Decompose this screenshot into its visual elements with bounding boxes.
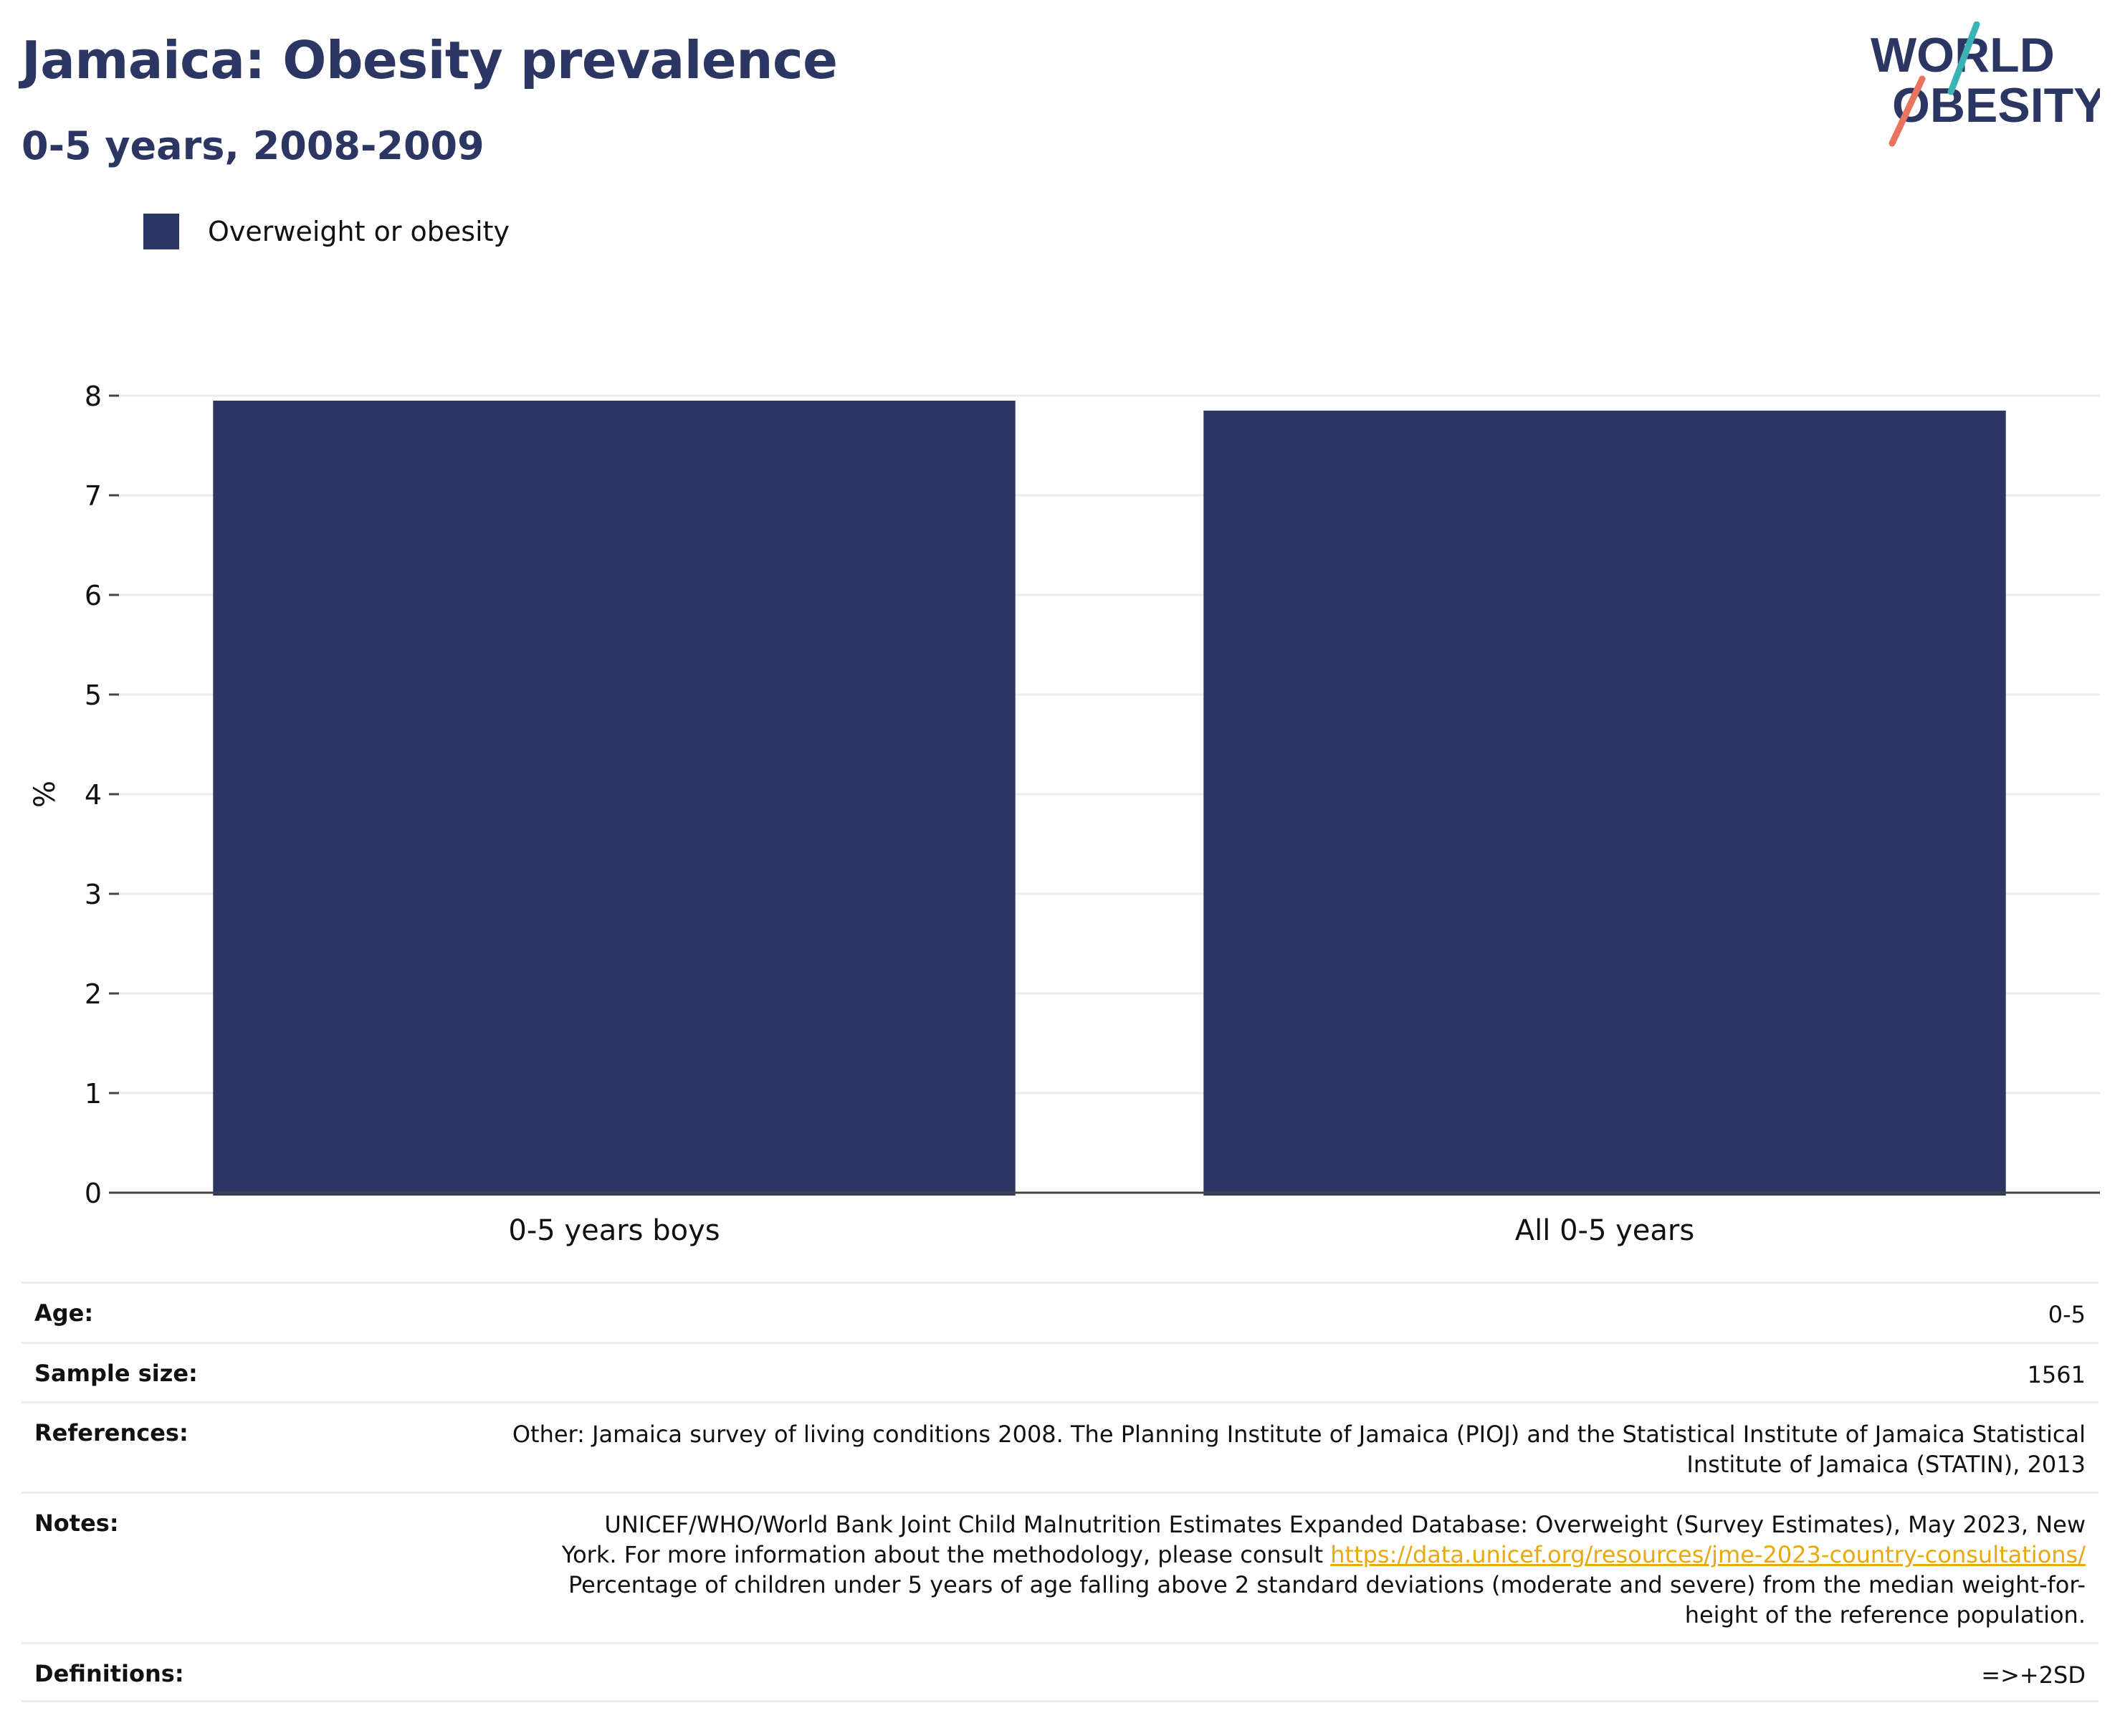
x-category-label: All 0-5 years: [1515, 1214, 1694, 1247]
definitions-label: Definitions:: [34, 1660, 184, 1687]
age-label: Age:: [34, 1299, 94, 1327]
chart-legend: Overweight or obesity: [143, 214, 510, 249]
logo-line2: OBESITY: [1892, 78, 2100, 133]
sample-size-value: 1561: [2027, 1361, 2086, 1388]
y-axis-label: %: [29, 781, 62, 808]
references-label: References:: [34, 1419, 188, 1446]
legend-label: Overweight or obesity: [208, 216, 510, 247]
y-tick-label: 1: [85, 1078, 102, 1110]
info-row-references: References: Other: Jamaica survey of liv…: [22, 1401, 2098, 1492]
notes-value: UNICEF/WHO/World Bank Joint Child Malnut…: [562, 1510, 2098, 1642]
y-tick-label: 2: [85, 978, 102, 1010]
references-line2: Institute of Jamaica (STATIN), 2013: [1686, 1451, 2086, 1478]
info-row-notes: Notes: UNICEF/WHO/World Bank Joint Child…: [22, 1492, 2098, 1642]
info-row-sample-size: Sample size: 1561: [22, 1342, 2098, 1401]
world-obesity-logo: WORLD OBESITY: [1871, 22, 2100, 147]
sample-size-label: Sample size:: [34, 1360, 198, 1387]
y-tick-label: 5: [85, 679, 102, 711]
notes-line3: Percentage of children under 5 years of …: [568, 1571, 2086, 1598]
y-tick-label: 8: [85, 381, 102, 412]
chart-subtitle: 0-5 years, 2008-2009: [22, 123, 484, 168]
chart-title: Jamaica: Obesity prevalence: [22, 30, 838, 90]
logo-slash-teal: [1947, 22, 1980, 95]
info-table: Age: 0-5 Sample size: 1561 References: O…: [22, 1282, 2098, 1702]
methodology-link[interactable]: https://data.unicef.org/resources/jme-20…: [1330, 1541, 2086, 1568]
bar-chart: 0 1 2 3 4 5 6 7 8 0-5 years boys All 0-5 years%: [29, 381, 2100, 1247]
notes-label: Notes:: [34, 1510, 119, 1537]
y-tick-label: 4: [85, 779, 102, 811]
bar: [1203, 410, 2006, 1196]
notes-line2-text: York. For more information about the met…: [561, 1541, 1324, 1568]
definitions-value: =>+2SD: [1981, 1661, 2086, 1689]
y-tick-label: 3: [85, 879, 102, 910]
notes-line4: height of the reference population.: [1684, 1601, 2086, 1628]
bar: [213, 400, 1016, 1196]
y-tick-label: 0: [85, 1178, 102, 1209]
info-row-age: Age: 0-5: [22, 1282, 2098, 1342]
notes-line2: York. For more information about the met…: [562, 1540, 2086, 1570]
references-line1: Other: Jamaica survey of living conditio…: [512, 1421, 2086, 1448]
info-row-definitions: Definitions: =>+2SD: [22, 1642, 2098, 1702]
logo-slash-coral: [1889, 75, 1926, 147]
age-value: 0-5: [2048, 1301, 2086, 1328]
legend-swatch: [143, 214, 179, 249]
notes-line1: UNICEF/WHO/World Bank Joint Child Malnut…: [604, 1511, 2086, 1538]
references-value: Other: Jamaica survey of living conditio…: [512, 1419, 2098, 1492]
y-tick-label: 7: [85, 480, 102, 512]
y-tick-label: 6: [85, 580, 102, 611]
x-category-label: 0-5 years boys: [508, 1214, 720, 1247]
